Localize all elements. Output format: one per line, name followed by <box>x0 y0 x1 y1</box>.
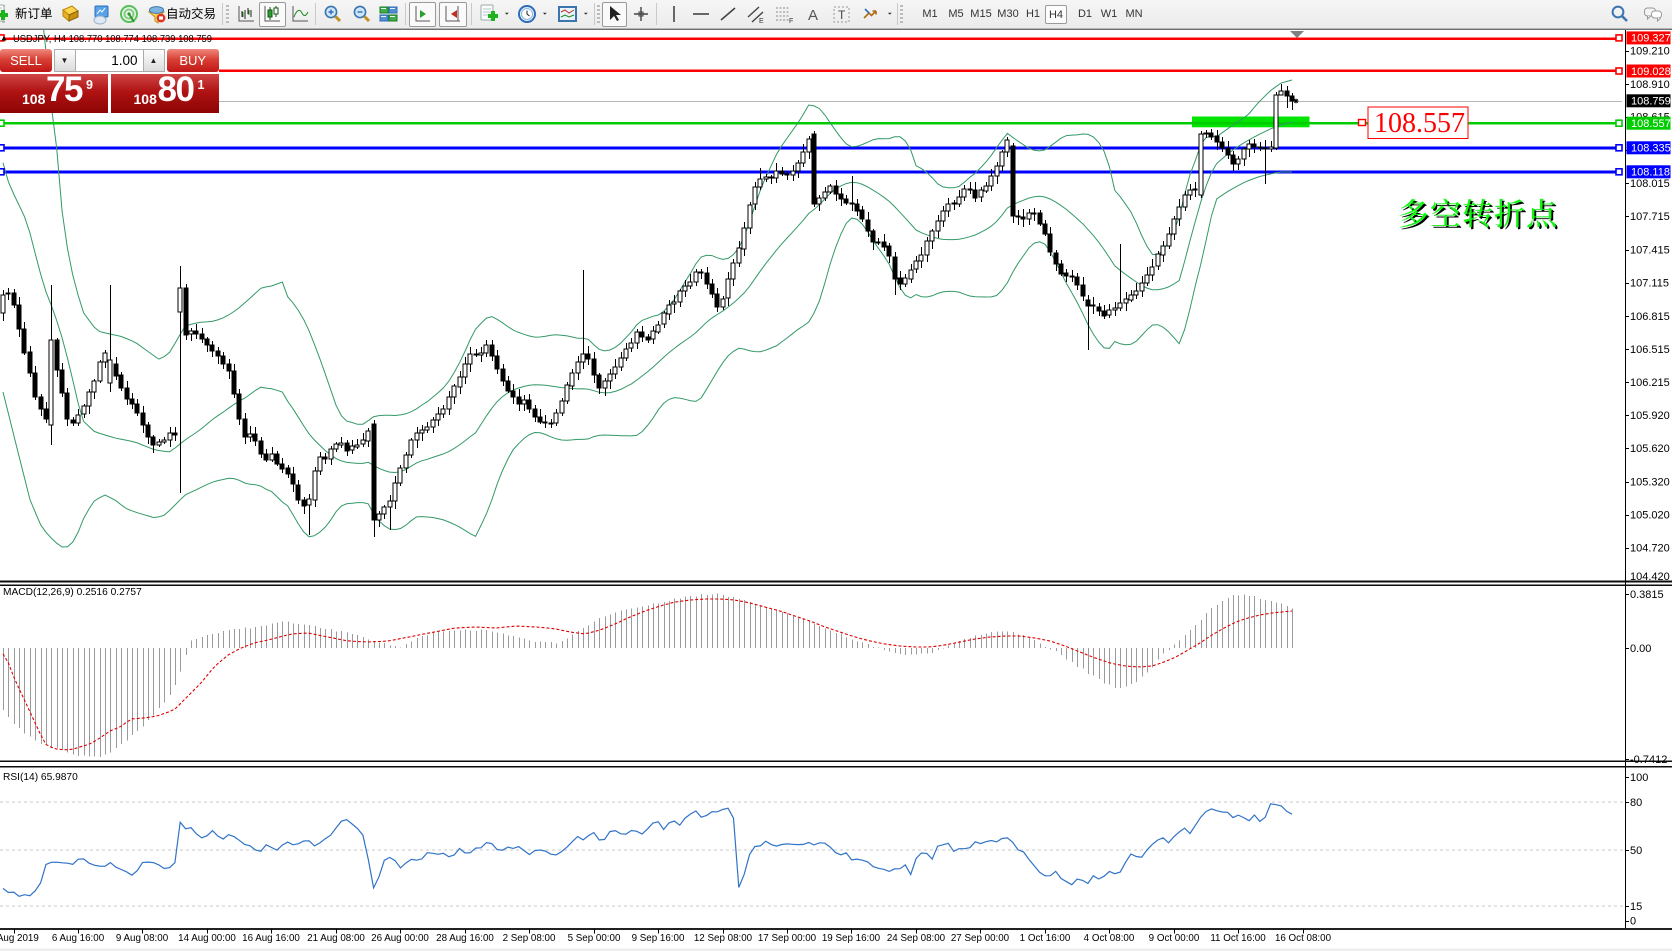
svg-text:107.115: 107.115 <box>1630 278 1669 290</box>
svg-text:109.210: 109.210 <box>1630 46 1670 58</box>
svg-text:0: 0 <box>1630 915 1636 927</box>
svg-text:USDJPY, H4 108.770 108.774 1: USDJPY, H4 108.770 108.774 108.739 108.7… <box>13 33 212 45</box>
svg-text:0.00: 0.00 <box>1630 643 1651 655</box>
svg-text:106.215: 106.215 <box>1630 377 1670 389</box>
svg-text:MACD(12,26,9) 0.2516 0.2757: MACD(12,26,9) 0.2516 0.2757 <box>3 587 142 598</box>
svg-text:26 Aug 00:00: 26 Aug 00:00 <box>371 933 429 944</box>
svg-text:9 Oct 00:00: 9 Oct 00:00 <box>1149 933 1200 944</box>
svg-text:-0.7412: -0.7412 <box>1630 754 1667 766</box>
svg-text:109.327: 109.327 <box>1631 33 1671 45</box>
svg-text:106.815: 106.815 <box>1630 311 1670 323</box>
svg-text:108.015: 108.015 <box>1630 178 1670 190</box>
svg-text:100: 100 <box>1630 772 1648 784</box>
svg-text:109.028: 109.028 <box>1631 66 1671 78</box>
svg-text:107.415: 107.415 <box>1630 244 1670 256</box>
svg-text:108.557: 108.557 <box>1374 108 1465 139</box>
svg-text:28 Aug 16:00: 28 Aug 16:00 <box>436 933 494 944</box>
svg-text:T: T <box>838 8 846 22</box>
svg-text:1 Oct 16:00: 1 Oct 16:00 <box>1020 933 1071 944</box>
svg-text:16 Aug 16:00: 16 Aug 16:00 <box>242 933 300 944</box>
svg-text:6 Aug 16:00: 6 Aug 16:00 <box>52 933 105 944</box>
svg-text:16 Oct 08:00: 16 Oct 08:00 <box>1275 933 1332 944</box>
svg-text:106.515: 106.515 <box>1630 344 1670 356</box>
svg-text:107.715: 107.715 <box>1630 211 1670 223</box>
svg-text:9 Sep 16:00: 9 Sep 16:00 <box>632 933 685 944</box>
svg-text:19 Sep 16:00: 19 Sep 16:00 <box>822 933 881 944</box>
svg-text:14 Aug 00:00: 14 Aug 00:00 <box>178 933 236 944</box>
svg-text:RSI(14) 65.9870: RSI(14) 65.9870 <box>3 772 78 783</box>
svg-text:104.720: 104.720 <box>1630 543 1670 555</box>
svg-text:E: E <box>759 18 764 25</box>
svg-text:105.020: 105.020 <box>1630 510 1670 522</box>
svg-text:108.557: 108.557 <box>1631 118 1671 130</box>
svg-text:24 Sep 08:00: 24 Sep 08:00 <box>887 933 946 944</box>
svg-text:108.759: 108.759 <box>1631 96 1671 108</box>
svg-text:108.118: 108.118 <box>1631 167 1670 179</box>
svg-text:0.3815: 0.3815 <box>1630 589 1664 601</box>
svg-text:27 Sep 00:00: 27 Sep 00:00 <box>951 933 1010 944</box>
svg-text:108.910: 108.910 <box>1630 79 1670 91</box>
svg-text:105.920: 105.920 <box>1630 410 1670 422</box>
svg-text:2 Aug 2019: 2 Aug 2019 <box>0 933 39 944</box>
svg-text:80: 80 <box>1630 797 1642 809</box>
svg-text:17 Sep 00:00: 17 Sep 00:00 <box>758 933 817 944</box>
svg-text:2 Sep 08:00: 2 Sep 08:00 <box>503 933 556 944</box>
svg-text:A: A <box>808 7 818 24</box>
svg-text:104.420: 104.420 <box>1630 571 1670 583</box>
svg-text:105.620: 105.620 <box>1630 443 1670 455</box>
svg-text:11 Oct 16:00: 11 Oct 16:00 <box>1210 933 1266 944</box>
svg-text:12 Sep 08:00: 12 Sep 08:00 <box>694 933 753 944</box>
svg-text:105.320: 105.320 <box>1630 476 1670 488</box>
svg-text:108.335: 108.335 <box>1631 143 1671 155</box>
svg-text:50: 50 <box>1630 845 1642 857</box>
svg-text:5 Sep 00:00: 5 Sep 00:00 <box>568 933 621 944</box>
svg-text:F: F <box>789 18 793 25</box>
svg-text:4 Oct 08:00: 4 Oct 08:00 <box>1084 933 1135 944</box>
svg-text:9 Aug 08:00: 9 Aug 08:00 <box>116 933 169 944</box>
svg-text:21 Aug 08:00: 21 Aug 08:00 <box>307 933 365 944</box>
svg-text:15: 15 <box>1630 901 1642 913</box>
